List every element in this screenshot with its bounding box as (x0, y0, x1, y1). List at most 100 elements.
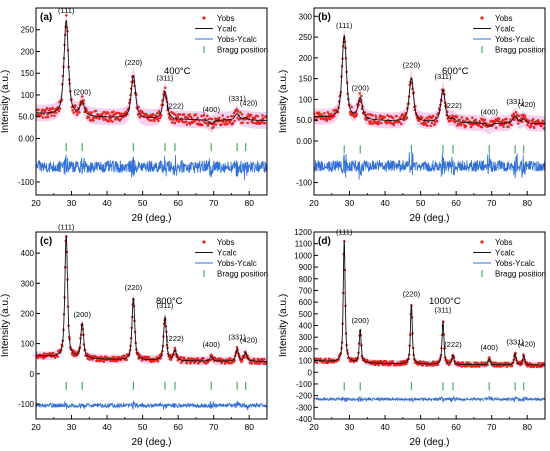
x-tick-label: 80 (244, 422, 254, 432)
y-tick-label: 150 (21, 69, 35, 78)
yobs-point (418, 119, 421, 123)
yobs-point (36, 356, 40, 360)
yobs-point (374, 114, 377, 117)
yobs-point (350, 105, 353, 109)
peak-label: (331) (228, 94, 246, 103)
legend-bragg-label: Bragg position (217, 46, 268, 55)
yobs-point (88, 111, 91, 114)
peak-label: (200) (351, 316, 369, 325)
yobs-point (374, 116, 378, 120)
yobs-point (226, 115, 230, 119)
yobs-point (176, 359, 180, 362)
yobs-point (117, 111, 121, 115)
yobs-point (315, 361, 319, 364)
yobs-point (205, 122, 209, 125)
yobs-point (517, 114, 521, 118)
yobs-point (263, 121, 267, 125)
yobs-point (98, 117, 101, 121)
yobs-point (542, 126, 545, 130)
yobs-point (57, 109, 61, 113)
yobs-point (510, 123, 513, 126)
yobs-point (107, 111, 110, 115)
yobs-point (483, 118, 487, 122)
yobs-point (101, 116, 104, 120)
y-tick-label: 250 (299, 33, 313, 42)
plot-area (36, 12, 267, 181)
y-axis-label: Intensity (a.u.) (0, 70, 11, 133)
yobs-point (125, 358, 128, 362)
x-tick-label: 50 (138, 422, 148, 432)
yobs-point (220, 361, 224, 364)
peak-label: (222) (444, 101, 462, 110)
yobs-point (112, 110, 115, 114)
yobs-point (240, 113, 244, 116)
plot-frame (313, 7, 546, 196)
y-tick-label: 600 (299, 298, 313, 307)
yobs-point (355, 113, 359, 116)
yobs-point (206, 114, 209, 118)
yobs-point (102, 360, 106, 363)
peak-label: (111) (336, 21, 353, 30)
yobs-point (422, 123, 426, 126)
y-tick-label: 0 (30, 370, 35, 379)
peak-label: (331) (506, 97, 524, 106)
peak-label: (220) (125, 58, 143, 67)
yobs-point (246, 121, 249, 125)
yobs-point (378, 116, 381, 120)
yobs-point (421, 363, 425, 367)
y-tick-label: 900 (299, 263, 313, 272)
yobs-point (185, 361, 189, 365)
yobs-point (182, 113, 186, 116)
peak-label: (222) (444, 340, 462, 349)
yobs-point (327, 112, 331, 116)
y-tick-label: -300 (296, 403, 313, 412)
yobs-point (473, 361, 476, 365)
peak-label: (220) (403, 61, 421, 70)
ycalc-line (314, 240, 545, 366)
yobs-point (392, 123, 396, 127)
yobs-point (156, 117, 160, 120)
x-tick-label: 40 (380, 422, 390, 432)
yobs-point (75, 113, 79, 116)
yobs-point (521, 120, 524, 123)
legend-bragg-label: Bragg position (495, 46, 546, 55)
y-tick-label: -100 (18, 178, 35, 187)
yobs-point (120, 112, 123, 115)
panel-label: (b) (318, 12, 331, 23)
yobs-point (229, 357, 232, 361)
x-tick-label: 60 (451, 422, 461, 432)
yobs-point (531, 118, 535, 121)
yobs-point (80, 95, 84, 98)
legend-bragg-label: Bragg position (495, 270, 546, 279)
yobs-point (323, 118, 327, 121)
yobs-point (245, 115, 249, 118)
y-tick-label: 200 (299, 345, 313, 354)
yobs-point (425, 364, 429, 367)
x-tick-label: 60 (451, 198, 461, 208)
yobs-point (37, 108, 40, 111)
x-axis-label: 2θ (deg.) (131, 437, 171, 448)
y-tick-label: 100 (299, 357, 313, 366)
yobs-point (48, 107, 52, 110)
legend-yobs-marker (480, 240, 484, 244)
peak-label: (200) (73, 310, 91, 319)
diff-line (36, 154, 267, 181)
yobs-point (173, 346, 177, 350)
yobs-point (509, 118, 512, 122)
yobs-point (497, 117, 501, 121)
x-axis-label: 2θ (deg.) (409, 213, 449, 224)
yobs-point (498, 120, 501, 124)
yobs-point (507, 125, 510, 128)
yobs-point (329, 112, 333, 116)
yobs-point (189, 361, 193, 364)
yobs-point (184, 115, 187, 119)
yobs-point (324, 357, 327, 361)
yobs-point (178, 113, 182, 116)
yobs-point (239, 111, 242, 114)
yobs-point (188, 113, 191, 116)
yobs-point (261, 117, 265, 120)
legend-ycalc-label: Ycalc (495, 25, 515, 34)
yobs-point (92, 119, 95, 122)
yobs-point (262, 357, 266, 361)
yobs-point (488, 356, 491, 359)
